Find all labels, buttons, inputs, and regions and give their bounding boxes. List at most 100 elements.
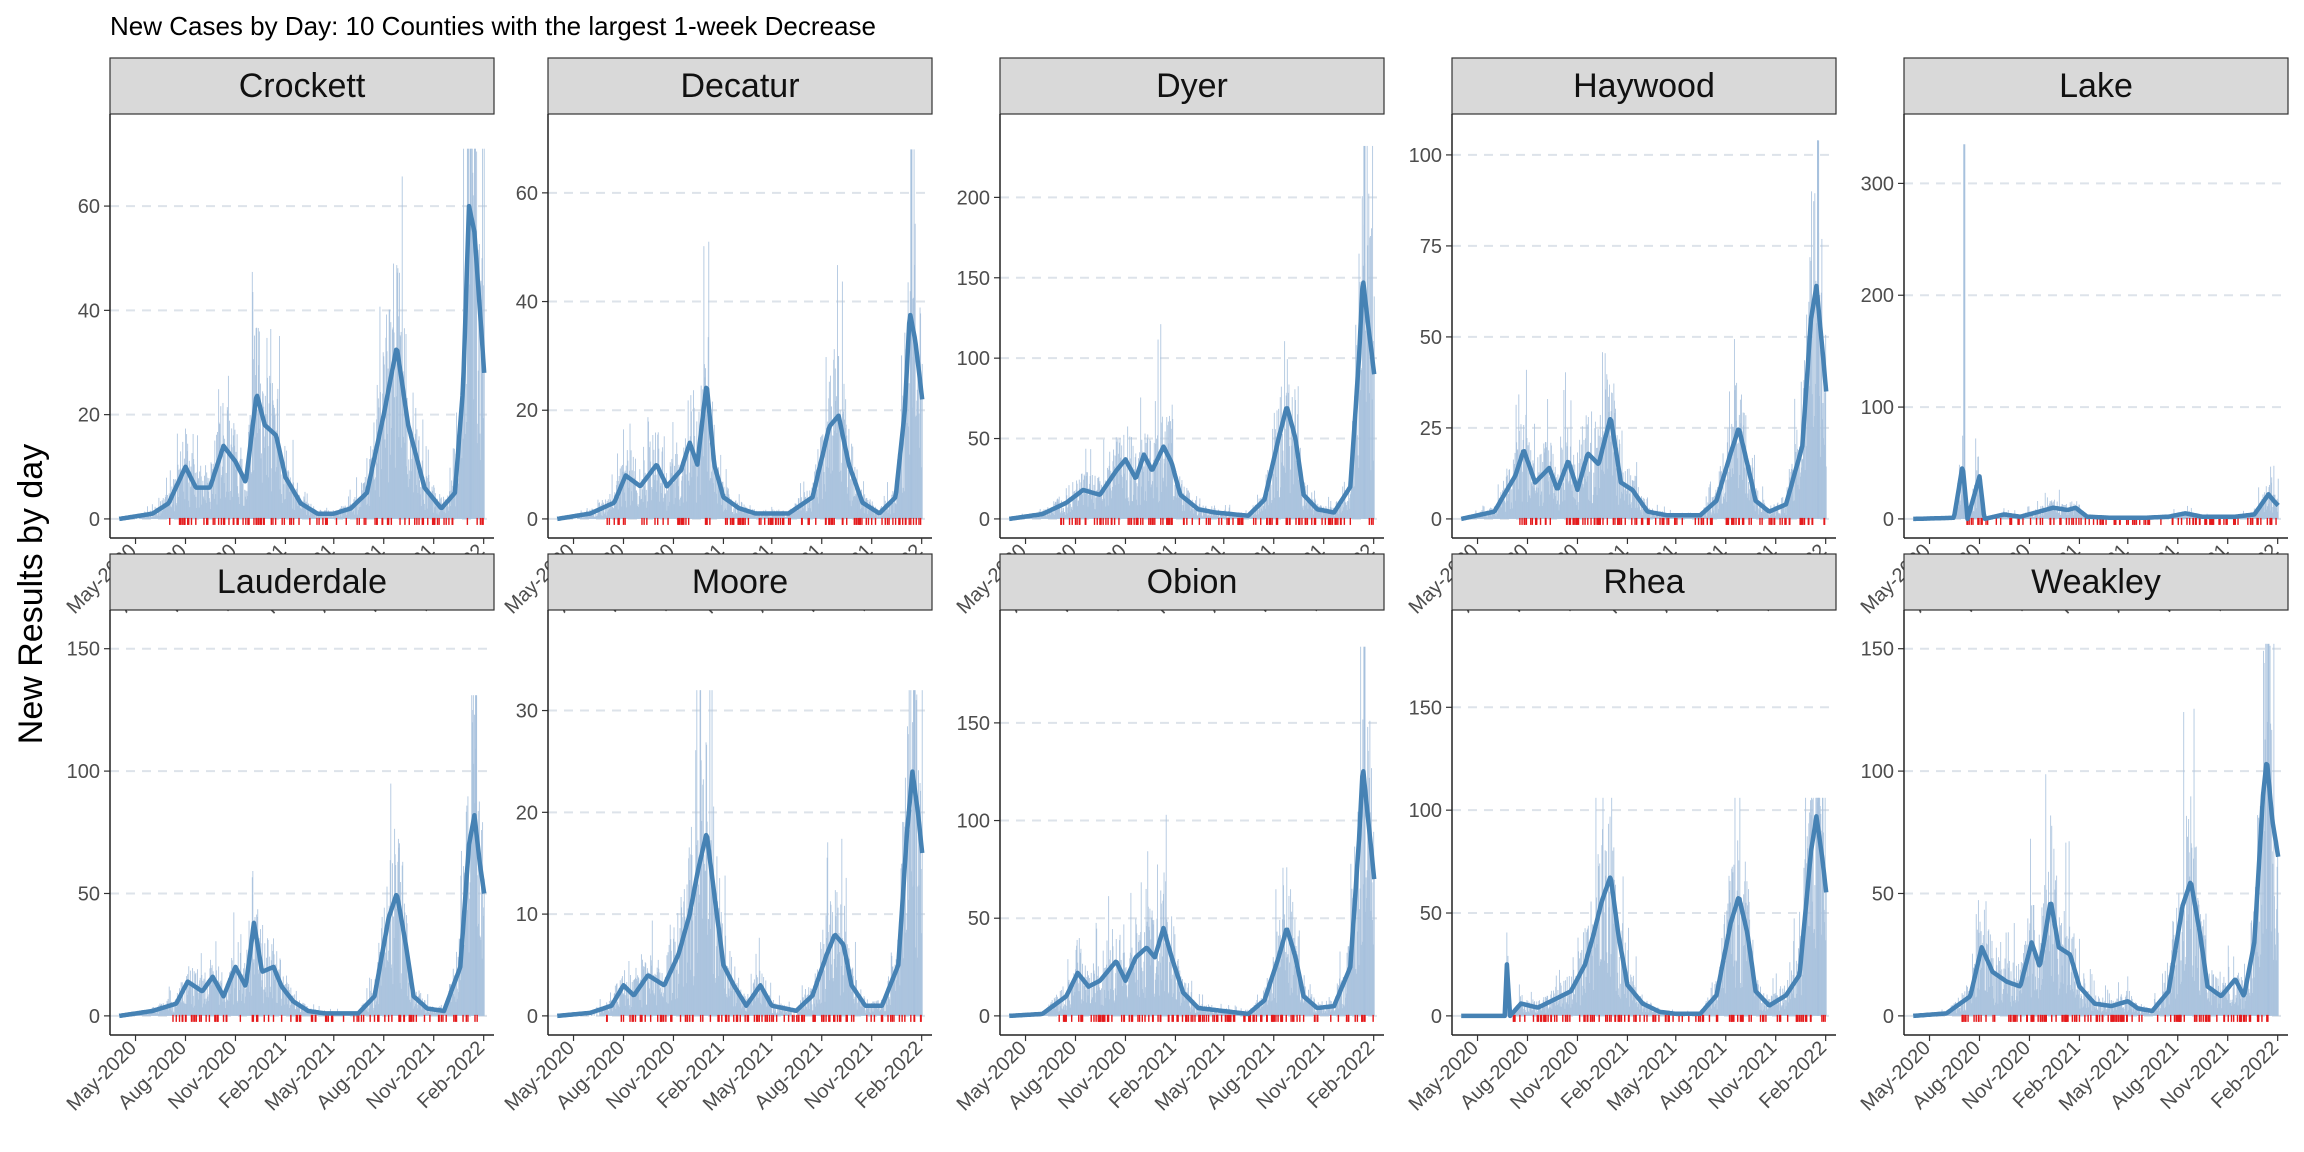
- daily-bar: [359, 498, 361, 519]
- daily-bar: [768, 514, 770, 519]
- daily-bar: [736, 513, 738, 519]
- daily-bar: [1106, 482, 1107, 519]
- daily-bar: [171, 486, 173, 519]
- negative-marker: [789, 517, 791, 525]
- daily-bar: [398, 437, 400, 519]
- daily-bar: [1193, 513, 1195, 519]
- daily-bar: [287, 480, 289, 519]
- daily-bar: [2063, 505, 2065, 519]
- daily-bar: [1110, 470, 1112, 519]
- daily-bar: [223, 999, 225, 1016]
- daily-bar: [481, 258, 483, 519]
- daily-bar: [1520, 424, 1522, 519]
- daily-bar: [481, 830, 482, 1016]
- daily-bar: [1598, 435, 1600, 519]
- daily-bar: [612, 1002, 614, 1016]
- daily-bar: [168, 503, 170, 519]
- negative-marker: [1331, 517, 1334, 525]
- daily-bar: [1052, 513, 1054, 519]
- daily-bar: [1734, 390, 1736, 519]
- daily-bar: [1298, 479, 1300, 519]
- daily-bar: [1549, 494, 1551, 519]
- daily-bar: [288, 479, 290, 519]
- panel-strip-label: Decatur: [680, 67, 799, 105]
- daily-bar: [334, 515, 336, 519]
- negative-marker: [2212, 517, 2215, 525]
- daily-bar: [188, 460, 190, 519]
- daily-bar: [436, 513, 438, 519]
- daily-bar: [1737, 442, 1739, 519]
- daily-bar: [1323, 510, 1325, 519]
- daily-bar: [241, 974, 243, 1016]
- daily-bar: [1310, 509, 1312, 519]
- negative-marker: [416, 517, 418, 525]
- daily-bar: [208, 979, 210, 1016]
- daily-bar: [1740, 423, 1742, 519]
- daily-bar: [828, 398, 830, 519]
- daily-bar: [684, 939, 686, 1016]
- daily-bar: [1536, 487, 1538, 519]
- daily-bar: [1654, 515, 1656, 519]
- daily-bar: [270, 328, 272, 519]
- negative-marker: [1289, 517, 1291, 525]
- negative-marker: [374, 517, 376, 525]
- daily-bar: [282, 476, 284, 519]
- daily-bar: [172, 1005, 173, 1016]
- daily-bar: [370, 1001, 372, 1016]
- negative-marker: [1269, 517, 1272, 525]
- daily-bar: [1247, 517, 1249, 519]
- daily-bar: [1097, 478, 1099, 519]
- daily-bar: [1257, 509, 1259, 519]
- daily-bar: [1094, 509, 1095, 519]
- daily-bar: [1090, 494, 1092, 519]
- daily-bar: [649, 447, 651, 519]
- daily-bar: [1550, 445, 1552, 519]
- daily-bar: [352, 510, 354, 519]
- daily-bar: [170, 1002, 172, 1016]
- daily-bar: [476, 151, 478, 519]
- daily-bar: [1266, 483, 1268, 519]
- negative-marker: [2139, 517, 2141, 525]
- daily-bar: [1527, 445, 1529, 519]
- daily-bar: [816, 489, 818, 519]
- negative-marker: [807, 517, 809, 525]
- daily-bar: [871, 507, 873, 519]
- daily-bar: [1091, 499, 1093, 519]
- daily-bar: [206, 477, 208, 519]
- daily-bar: [622, 471, 624, 519]
- panel-strip: [1903, 57, 2289, 115]
- daily-bar: [206, 1001, 208, 1016]
- moving-average-line: [1008, 280, 1377, 522]
- daily-bar: [619, 497, 621, 519]
- daily-bar: [217, 431, 218, 519]
- daily-bar: [1574, 464, 1576, 519]
- daily-bar: [2057, 512, 2059, 519]
- daily-bar: [1077, 506, 1079, 519]
- daily-bar: [1279, 496, 1281, 519]
- negative-marker: [783, 517, 785, 525]
- daily-bar: [753, 512, 755, 519]
- daily-bar: [204, 972, 206, 1016]
- daily-bar: [1541, 491, 1543, 519]
- daily-bar: [2056, 511, 2058, 519]
- daily-bar: [802, 503, 804, 519]
- daily-bar: [706, 471, 708, 519]
- daily-bar: [2272, 512, 2274, 519]
- negative-marker: [2205, 517, 2208, 525]
- daily-bar: [2054, 506, 2056, 519]
- daily-bar: [1723, 498, 1725, 519]
- negative-marker: [2226, 517, 2228, 525]
- negative-marker: [855, 517, 857, 525]
- daily-bar: [1239, 515, 1241, 519]
- daily-bar: [1318, 509, 1320, 519]
- daily-bar: [1546, 469, 1548, 519]
- daily-bar: [355, 501, 356, 519]
- daily-bar: [914, 223, 916, 519]
- daily-bar: [229, 420, 230, 519]
- negative-marker: [452, 517, 454, 525]
- daily-bar: [624, 492, 626, 519]
- daily-bar: [1139, 452, 1141, 519]
- daily-bar: [391, 372, 393, 519]
- daily-bar: [191, 453, 193, 519]
- daily-bar: [1339, 503, 1341, 519]
